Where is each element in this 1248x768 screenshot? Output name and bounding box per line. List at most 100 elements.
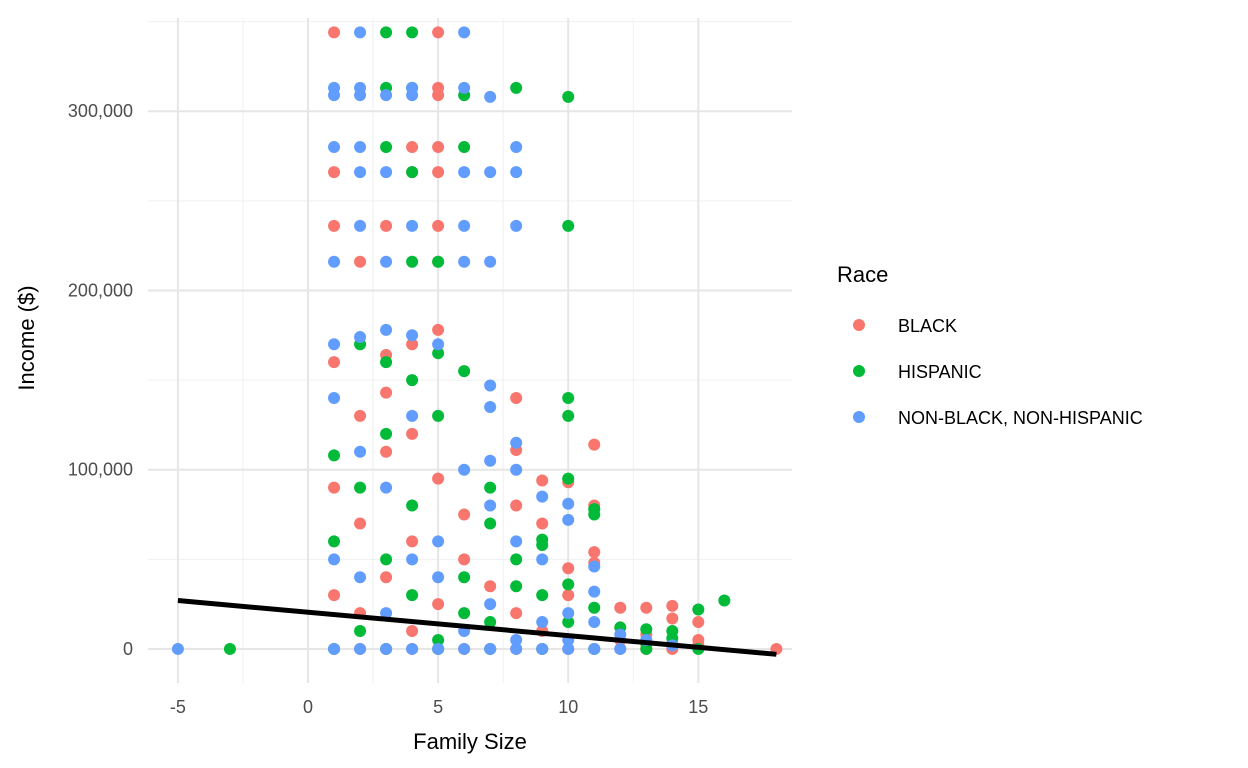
data-point [510,607,523,620]
data-point [666,612,679,625]
y-tick-label: 200,000 [68,280,133,300]
data-point [432,338,445,351]
data-point [380,607,393,620]
data-point [354,409,367,422]
data-point [380,141,393,154]
data-point [666,599,679,612]
data-point [380,356,393,369]
legend-label: HISPANIC [898,362,982,382]
data-point [406,329,419,342]
legend-title: Race [837,262,888,287]
data-point [328,166,341,179]
trend-line [177,598,777,657]
data-point [562,589,575,602]
data-point [223,642,236,655]
data-point [458,607,471,620]
data-point [458,26,471,39]
data-point [510,166,523,179]
x-tick-label: 10 [558,697,578,717]
data-point [354,141,367,154]
data-point [432,642,445,655]
data-point [406,589,419,602]
data-point [588,585,601,598]
data-point [510,642,523,655]
data-point [354,642,367,655]
data-point [484,481,497,494]
legend-items: BLACK HISPANIC NON-BLACK, NON-HISPANIC [853,316,1143,428]
data-point [406,625,419,638]
data-point [406,374,419,387]
data-point [328,219,341,232]
data-point [510,392,523,404]
trend-line-layer [177,598,777,657]
data-point [406,166,419,179]
data-point [354,517,367,530]
legend-key [853,365,865,377]
data-point [406,642,419,655]
data-point [536,538,549,551]
data-point [328,481,341,494]
data-point [484,580,497,593]
data-point [328,141,341,154]
data-point [380,427,393,440]
data-point [536,517,549,530]
data-point [171,642,184,655]
data-point [328,553,341,566]
data-point [380,166,393,179]
data-point [354,219,367,232]
data-point [328,589,341,602]
data-point [380,553,393,566]
data-point [458,141,471,154]
data-point [432,633,445,646]
data-point [432,26,445,39]
data-point [328,642,341,655]
data-point [328,449,341,462]
data-point [354,625,367,638]
x-tick-label: 5 [433,697,443,717]
data-point [328,535,341,548]
data-point [692,616,705,629]
data-point [432,255,445,268]
data-point [536,642,549,655]
data-point [432,219,445,232]
data-point [458,255,471,268]
data-point [536,553,549,566]
data-point [458,219,471,232]
y-tick-label: 300,000 [68,101,133,121]
data-point [510,499,523,512]
data-point [614,642,627,655]
data-point [354,166,367,179]
data-point [692,603,705,616]
data-point [354,255,367,268]
data-point [380,386,393,399]
data-point [562,90,575,103]
data-point [432,409,445,422]
data-point [328,338,341,351]
data-point [354,445,367,458]
legend-key [853,411,865,423]
data-point [484,400,497,413]
data-point [588,560,601,573]
data-point [484,598,497,611]
data-point [458,553,471,566]
data-point [484,517,497,530]
data-point [458,166,471,179]
data-point [458,463,471,476]
data-point [406,26,419,39]
data-point [432,166,445,179]
y-tick-label: 100,000 [68,460,133,480]
data-point [406,553,419,566]
data-point [510,463,523,476]
data-point [458,571,471,584]
minor-gridlines [148,18,792,683]
data-point [328,255,341,268]
x-tick-label: 15 [688,697,708,717]
data-point [406,499,419,512]
data-point [406,338,419,351]
data-point [458,81,471,94]
data-point [484,90,497,103]
data-point [432,535,445,548]
data-point [510,580,523,593]
legend-label: BLACK [898,316,957,336]
